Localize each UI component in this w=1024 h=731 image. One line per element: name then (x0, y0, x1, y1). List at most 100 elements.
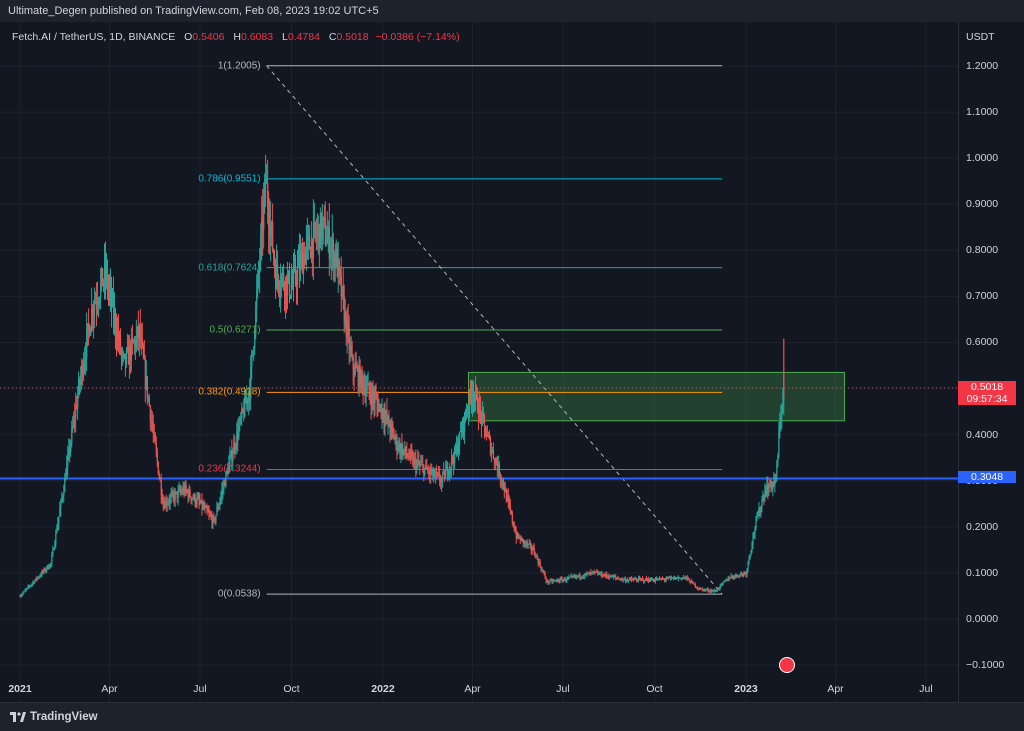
candle-body (630, 578, 632, 580)
candle-body (722, 582, 724, 584)
us-flag-icon[interactable] (779, 657, 795, 673)
candle-body (247, 398, 249, 402)
candle-body (706, 589, 708, 591)
candle-body (302, 255, 305, 274)
candle-body (104, 262, 106, 281)
candle-body (739, 574, 741, 577)
candle-body (41, 571, 43, 576)
candle-body (475, 389, 478, 395)
candle-body (492, 450, 495, 459)
candle-body (486, 434, 489, 437)
candle-body (126, 346, 129, 351)
candle-body (388, 416, 390, 427)
candle-body (612, 575, 614, 578)
candle-body (673, 576, 676, 580)
candle-body (63, 491, 65, 496)
candle-body (693, 583, 695, 585)
candle-body (653, 579, 655, 581)
candle-body (358, 366, 360, 386)
candle-body (158, 474, 160, 478)
candle-body (757, 515, 759, 517)
candle-body (240, 417, 242, 419)
candle-body (533, 547, 535, 554)
candle-body (61, 497, 63, 501)
candle-body (31, 583, 33, 585)
candle-body (461, 431, 463, 433)
candle-body (466, 415, 468, 417)
candle-body (234, 443, 236, 450)
candle-body (736, 574, 738, 576)
candle-body (239, 418, 241, 427)
candle-body (208, 512, 210, 514)
candle-body (738, 575, 740, 577)
candle-body (540, 566, 542, 571)
candle-body (195, 503, 197, 505)
candle-body (491, 450, 494, 452)
candle-body (691, 580, 693, 582)
candle-body (32, 582, 34, 584)
candle-body (266, 183, 268, 185)
candle-body (406, 453, 408, 456)
candle-body (669, 577, 672, 579)
candle-body (308, 235, 311, 250)
candle-body (765, 490, 767, 495)
candle-body (646, 578, 648, 581)
candle-body (379, 404, 381, 406)
candle-body (482, 412, 485, 417)
candle-body (375, 396, 377, 399)
candle-body (442, 472, 444, 480)
price-chart[interactable] (0, 22, 958, 702)
candle-body (760, 507, 762, 513)
candle-body (778, 433, 780, 457)
candle-body (769, 479, 771, 487)
candle-body (692, 581, 694, 584)
candle-body (387, 416, 389, 421)
low-label: L (281, 31, 288, 43)
candle-body (647, 578, 649, 581)
candle-body (522, 538, 524, 544)
candle-body (511, 512, 513, 522)
candle-body (510, 510, 512, 513)
candle-body (534, 553, 536, 558)
candle-body (245, 397, 247, 404)
candle-body (56, 530, 58, 533)
candle-body (488, 435, 491, 439)
candle-body (619, 578, 621, 580)
candle-body (625, 579, 627, 582)
candle-body (405, 446, 407, 454)
candle-body (304, 249, 307, 265)
candle-body (542, 569, 544, 573)
candle-body (65, 478, 67, 480)
candle-body (106, 269, 108, 276)
price-axis[interactable] (958, 22, 1024, 702)
candle-body (509, 504, 511, 511)
candle-body (107, 269, 109, 289)
candle-body (299, 255, 302, 272)
candle-body (570, 576, 572, 578)
candle-body (267, 183, 269, 208)
candle-body (344, 312, 346, 324)
candle-body (425, 465, 427, 469)
candle-body (328, 227, 330, 260)
candle-body (238, 426, 240, 438)
candle-body (421, 464, 423, 466)
candle-body (182, 488, 184, 493)
candle-body (172, 492, 174, 495)
candle-body (144, 359, 147, 386)
candle-body (198, 498, 200, 502)
candle-body (55, 532, 57, 544)
candle-body (316, 230, 319, 237)
candle-body (150, 420, 152, 422)
candle-body (512, 521, 514, 526)
candle-body (157, 461, 159, 475)
candle-body (448, 473, 450, 476)
candle-body (500, 478, 503, 482)
candle-body (718, 588, 720, 590)
candle-body (332, 239, 334, 268)
candle-body (498, 463, 501, 477)
candle-body (517, 533, 519, 538)
candle-body (591, 572, 593, 574)
candle-body (740, 573, 742, 575)
candle-body (78, 379, 80, 396)
candle-body (601, 572, 603, 577)
